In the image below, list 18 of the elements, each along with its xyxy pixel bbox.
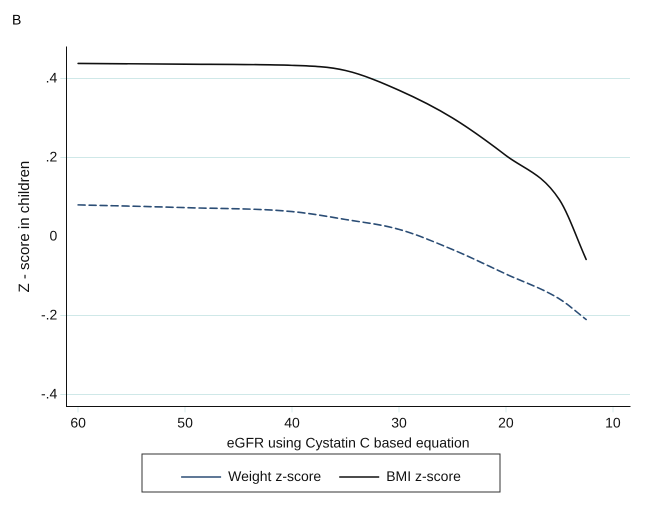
legend-label: BMI z-score xyxy=(386,468,462,484)
x-axis-title: eGFR using Cystatin C based equation xyxy=(226,434,470,450)
x-tick-label: 20 xyxy=(498,414,514,431)
line-series xyxy=(77,204,587,320)
y-tick-label: 0 xyxy=(50,227,58,244)
y-tick-label: .2 xyxy=(46,148,58,164)
y-tick-label: -.4 xyxy=(40,385,58,402)
x-tick-label: 40 xyxy=(284,414,300,431)
chart-title: B xyxy=(12,11,22,28)
x-tick-label: 50 xyxy=(177,414,194,431)
y-tick-label: .4 xyxy=(46,69,58,86)
y-tick-label: -.2 xyxy=(40,306,58,322)
legend-label: Weight z-score xyxy=(228,468,322,484)
line-series xyxy=(77,62,587,260)
x-tick-label: 60 xyxy=(70,414,86,431)
x-tick-label: 10 xyxy=(605,414,621,431)
y-axis-title: Z - score in children xyxy=(16,160,34,292)
x-tick-label: 30 xyxy=(391,414,407,431)
